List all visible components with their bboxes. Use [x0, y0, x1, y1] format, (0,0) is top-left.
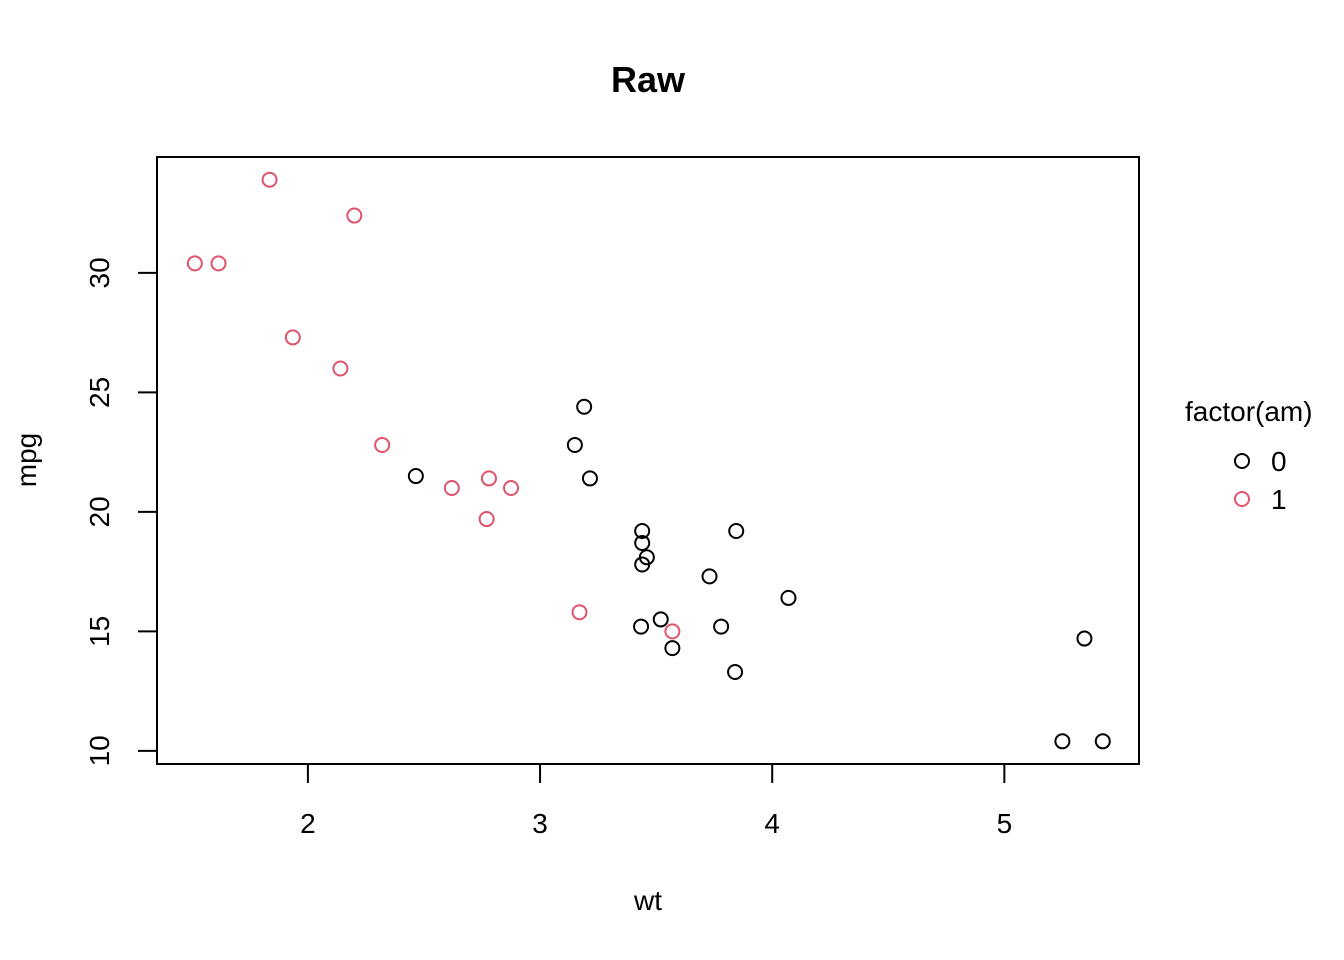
- legend-label-0: 0: [1271, 446, 1287, 477]
- x-tick-label: 5: [997, 808, 1013, 839]
- data-point-am-0: [1054, 733, 1071, 750]
- data-point-am-1: [332, 360, 349, 377]
- y-axis: 10 15 20 25 30: [84, 257, 158, 766]
- data-point-am-0: [713, 618, 730, 635]
- data-point-am-0: [581, 470, 598, 487]
- data-point-am-0: [566, 436, 583, 453]
- data-point-am-0: [634, 522, 651, 539]
- data-point-am-0: [664, 640, 681, 657]
- data-point-am-0: [780, 589, 797, 606]
- data-point-am-0: [576, 398, 593, 415]
- data-point-am-1: [210, 255, 227, 272]
- data-point-am-1: [478, 511, 495, 528]
- legend: factor(am) 0 1: [1185, 396, 1313, 515]
- chart-title: Raw: [611, 59, 686, 100]
- data-point-am-1: [284, 329, 301, 346]
- data-point-am-0: [1094, 733, 1111, 750]
- data-point-am-1: [346, 207, 363, 224]
- data-point-am-0: [701, 568, 718, 585]
- plot-frame: [156, 156, 1140, 765]
- legend-marker-1: [1234, 491, 1250, 507]
- data-point-am-0: [1076, 630, 1093, 647]
- y-tick-label: 30: [84, 257, 115, 288]
- data-point-am-0: [407, 468, 424, 485]
- x-axis: 2 3 4 5: [300, 763, 1013, 839]
- y-tick-label: 15: [84, 616, 115, 647]
- data-points: [186, 171, 1111, 750]
- data-point-am-0: [652, 611, 669, 628]
- data-point-am-0: [728, 522, 745, 539]
- data-point-am-0: [634, 534, 651, 551]
- data-point-am-1: [261, 171, 278, 188]
- data-point-am-1: [443, 479, 460, 496]
- legend-title: factor(am): [1185, 396, 1313, 427]
- legend-marker-0: [1234, 453, 1250, 469]
- data-point-am-1: [503, 479, 520, 496]
- data-point-am-0: [634, 556, 651, 573]
- data-point-am-0: [727, 663, 744, 680]
- data-point-am-0: [633, 618, 650, 635]
- x-tick-label: 2: [300, 808, 316, 839]
- data-point-am-1: [186, 255, 203, 272]
- y-tick-label: 25: [84, 377, 115, 408]
- x-tick-label: 4: [764, 808, 780, 839]
- x-tick-label: 3: [532, 808, 548, 839]
- legend-label-1: 1: [1271, 484, 1287, 515]
- y-axis-label: mpg: [11, 433, 42, 487]
- x-axis-label: wt: [633, 885, 662, 916]
- y-tick-label: 20: [84, 496, 115, 527]
- data-point-am-1: [480, 470, 497, 487]
- y-tick-label: 10: [84, 735, 115, 766]
- data-point-am-1: [374, 436, 391, 453]
- data-point-am-1: [664, 623, 681, 640]
- data-point-am-1: [571, 604, 588, 621]
